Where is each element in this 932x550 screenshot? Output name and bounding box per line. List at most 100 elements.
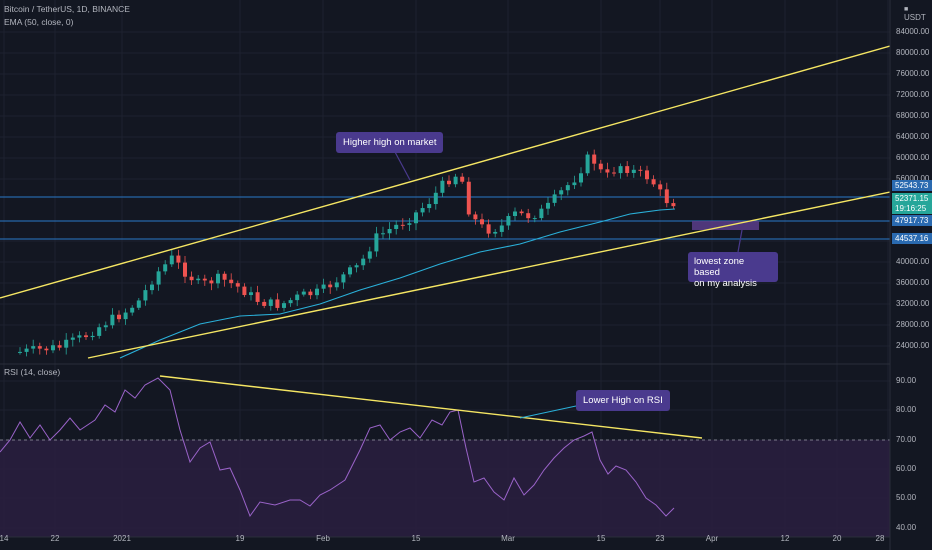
- time-tick-label: 23: [655, 534, 665, 543]
- candle-body: [24, 348, 29, 352]
- price-tick-label: 76000.00: [896, 69, 930, 78]
- candle-body: [169, 255, 174, 265]
- rsi-band: [0, 440, 890, 537]
- price-tick-label: 36000.00: [896, 278, 930, 287]
- candle-body: [31, 346, 36, 349]
- price-tick-label: 84000.00: [896, 27, 930, 36]
- candle-body: [618, 166, 623, 174]
- candle-body: [493, 231, 498, 234]
- candle-body: [341, 274, 346, 283]
- price-tick-label: 32000.00: [896, 299, 930, 308]
- candle-body: [143, 290, 148, 301]
- rsi-tick-label: 50.00: [896, 493, 917, 502]
- candle-body: [51, 345, 55, 351]
- candle-body: [473, 214, 478, 220]
- time-tick-label: 22: [50, 534, 60, 543]
- candle-body: [433, 192, 438, 205]
- candle-body: [585, 154, 590, 174]
- candle-body: [295, 294, 300, 301]
- candle-body: [348, 267, 352, 275]
- candle-body: [638, 169, 643, 171]
- candle-body: [526, 213, 531, 219]
- candle-body: [664, 189, 669, 204]
- callout-lowest-zone[interactable]: lowest zone based on my analysis: [688, 252, 778, 289]
- candle-body: [328, 284, 333, 288]
- time-tick-label: Feb: [316, 534, 330, 543]
- candle-body: [605, 169, 610, 173]
- candle-body: [57, 345, 62, 348]
- time-tick-label: 2021: [113, 534, 131, 543]
- candle-body: [539, 208, 544, 219]
- time-tick-label: 19: [235, 534, 245, 543]
- candle-body: [64, 339, 69, 348]
- candle-body: [196, 278, 201, 281]
- time-tick-label: Apr: [705, 534, 719, 543]
- time-tick-label: 15: [596, 534, 606, 543]
- candle-body: [321, 284, 326, 289]
- ema-legend[interactable]: EMA (50, close, 0): [4, 17, 74, 27]
- candle-body: [18, 351, 22, 353]
- time-tick-label: Mar: [501, 534, 515, 543]
- candle-body: [123, 312, 128, 320]
- rsi-line: [0, 377, 675, 518]
- candle-body: [189, 276, 194, 281]
- candle-body: [546, 202, 550, 209]
- candle-body: [394, 224, 399, 229]
- candle-body: [519, 211, 524, 214]
- rsi-tick-label: 40.00: [896, 523, 917, 532]
- candle-body: [592, 154, 597, 164]
- callout-connector-zone: [737, 229, 743, 253]
- candle-body: [559, 190, 564, 195]
- candle-body: [361, 258, 366, 266]
- candle-body: [229, 279, 234, 284]
- candle-body: [97, 327, 102, 336]
- candle-body: [631, 169, 636, 173]
- price-tick-label: 60000.00: [896, 153, 930, 162]
- candle-body: [440, 180, 445, 193]
- candle-body: [84, 335, 88, 338]
- price-tag-44537: 44537.16: [892, 233, 932, 244]
- current-price-tag: 52371.15: [892, 193, 932, 204]
- candle-body: [513, 211, 517, 217]
- candle-body: [658, 184, 663, 190]
- candle-body: [249, 292, 253, 296]
- symbol-legend[interactable]: Bitcoin / TetherUS, 1D, BINANCE: [4, 4, 130, 14]
- candle-body: [150, 284, 154, 291]
- countdown-tag: 19:16:25: [892, 203, 932, 214]
- callout-lower-high-rsi[interactable]: Lower High on RSI: [576, 390, 670, 411]
- callout-higher-high[interactable]: Higher high on market: [336, 132, 444, 153]
- candle-body: [268, 299, 273, 306]
- candle-body: [235, 283, 240, 287]
- candle-body: [209, 280, 214, 284]
- candle-body: [625, 166, 630, 173]
- candle-body: [288, 300, 293, 304]
- price-tick-label: 24000.00: [896, 341, 930, 350]
- price-tag-47917: 47917.73: [892, 215, 932, 226]
- candle-body: [77, 335, 82, 338]
- time-tick-label: 28: [875, 534, 885, 543]
- candle-body: [70, 337, 75, 340]
- rsi-legend[interactable]: RSI (14, close): [4, 367, 61, 377]
- currency-selector[interactable]: ■ USDT: [904, 4, 932, 22]
- candle-body: [420, 208, 425, 213]
- candle-body: [282, 303, 286, 308]
- rsi-tick-label: 60.00: [896, 464, 917, 473]
- candle-body: [222, 273, 227, 280]
- lower-trendline[interactable]: [87, 191, 891, 359]
- price-tick-label: 72000.00: [896, 90, 930, 99]
- upper-trendline[interactable]: [0, 45, 891, 299]
- candle-body: [176, 255, 181, 263]
- candle-body: [301, 291, 306, 295]
- time-tick-label: 20: [832, 534, 842, 543]
- candle-body: [163, 264, 168, 272]
- candle-body: [480, 219, 484, 225]
- candle-body: [387, 228, 392, 234]
- candle-body: [216, 273, 220, 284]
- rsi-trendline[interactable]: [159, 375, 703, 439]
- candle-body: [414, 212, 418, 224]
- candle-body: [374, 233, 379, 252]
- candle-body: [400, 224, 405, 226]
- price-tick-label: 28000.00: [896, 320, 930, 329]
- candle-body: [275, 299, 280, 308]
